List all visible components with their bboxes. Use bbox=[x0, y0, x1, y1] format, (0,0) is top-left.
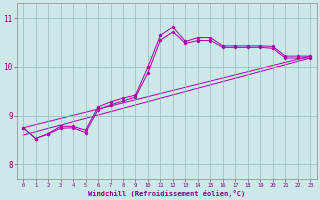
X-axis label: Windchill (Refroidissement éolien,°C): Windchill (Refroidissement éolien,°C) bbox=[88, 190, 245, 197]
